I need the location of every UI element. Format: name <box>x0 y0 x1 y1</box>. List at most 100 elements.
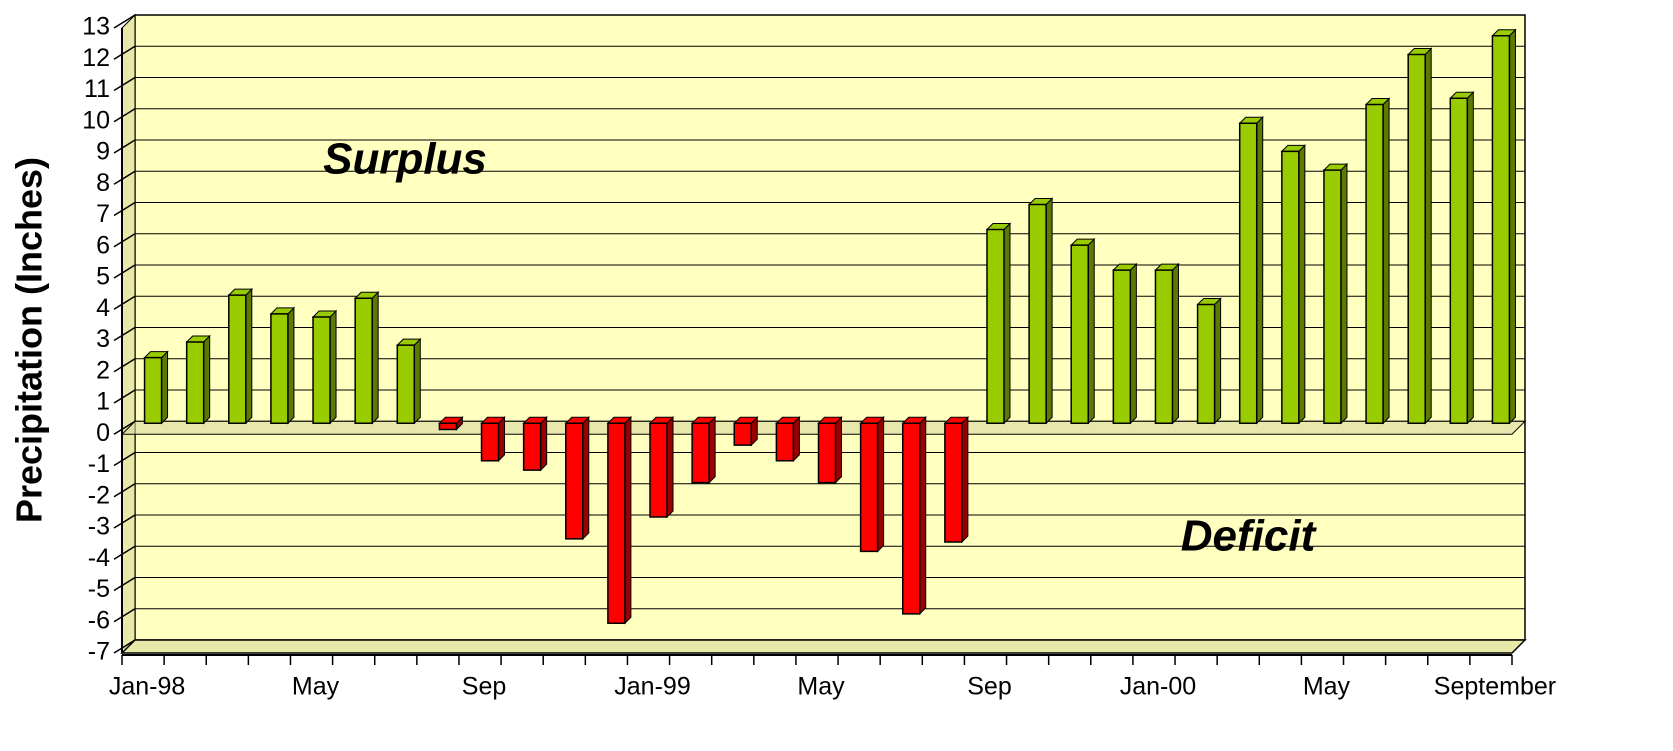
y-tick-label: -1 <box>88 450 110 478</box>
x-tick-label: Sep <box>967 673 1011 701</box>
y-tick-label: 4 <box>96 294 110 322</box>
bar-side <box>877 416 885 553</box>
bar <box>1154 269 1174 424</box>
y-tick-label: 9 <box>96 138 110 166</box>
bar-side <box>1129 262 1137 425</box>
bar-side <box>1256 116 1264 425</box>
bar-side <box>1340 162 1348 425</box>
bar-side <box>708 416 716 484</box>
bar <box>859 422 879 553</box>
annotation: Deficit <box>1181 512 1318 561</box>
bar-side <box>371 291 379 425</box>
x-tick-label: May <box>292 673 340 701</box>
bar-side <box>1382 97 1390 425</box>
tick-mark <box>113 264 136 279</box>
bar <box>901 422 921 615</box>
bar <box>1407 53 1426 424</box>
bar-side <box>498 416 506 462</box>
bar <box>565 422 584 540</box>
y-tick-label: 10 <box>82 106 110 134</box>
bar <box>438 422 458 431</box>
bar <box>522 422 542 471</box>
bar <box>1196 303 1216 424</box>
bar <box>270 313 289 424</box>
bar-side <box>666 416 674 519</box>
bar-side <box>1045 197 1053 425</box>
tick-mark <box>113 608 136 623</box>
y-tick-label: 1 <box>96 388 110 416</box>
bar <box>1112 269 1132 424</box>
y-tick-label: 13 <box>82 13 110 41</box>
tick-mark <box>113 576 136 592</box>
bar <box>944 422 963 543</box>
tick-mark <box>113 451 136 467</box>
bar <box>649 422 668 518</box>
bar <box>1281 150 1300 424</box>
tick-mark <box>113 483 136 498</box>
tick-mark <box>113 45 136 60</box>
bar <box>228 294 247 424</box>
bar <box>1070 244 1089 424</box>
y-tick-label: -3 <box>88 513 110 541</box>
y-tick-label: 11 <box>84 75 110 103</box>
x-tick-label: May <box>797 673 845 701</box>
y-tick-label: 0 <box>96 419 110 447</box>
bar <box>1323 169 1342 424</box>
bar <box>607 422 626 624</box>
bar-side <box>961 416 969 544</box>
bar <box>1028 203 1047 424</box>
floor <box>120 639 1527 654</box>
tick-mark <box>113 389 136 404</box>
bar-side <box>624 416 632 625</box>
y-tick-label: 12 <box>82 44 110 72</box>
bar-side <box>161 350 169 425</box>
bar <box>817 422 837 484</box>
y-tick-label: -2 <box>88 481 110 509</box>
x-tick-label: Sep <box>462 673 506 701</box>
tick-mark <box>113 295 136 310</box>
x-tick-label: Jan-98 <box>109 673 185 701</box>
x-tick-label: September <box>1434 673 1556 701</box>
annotation: Surplus <box>323 135 487 184</box>
bar <box>986 228 1005 424</box>
tick-mark <box>113 514 136 529</box>
bar <box>1449 97 1469 424</box>
y-tick-label: 7 <box>96 200 110 228</box>
tick-mark <box>113 108 136 123</box>
bar-side <box>413 337 421 425</box>
bar <box>1238 122 1258 424</box>
bar-side <box>1508 28 1516 425</box>
y-tick-label: -5 <box>88 575 110 603</box>
bar <box>185 341 205 424</box>
bar <box>480 422 500 462</box>
bar <box>691 422 710 484</box>
bar-side <box>835 416 842 484</box>
bar-side <box>540 416 548 472</box>
tick-mark <box>113 639 136 654</box>
bar <box>1491 35 1511 424</box>
tick-mark <box>113 420 136 435</box>
bar-side <box>329 309 337 425</box>
x-tick-label: Jan-00 <box>1120 673 1196 701</box>
bar-side <box>1424 47 1432 425</box>
tick-mark <box>113 545 136 560</box>
bar-side <box>1298 144 1306 425</box>
bar <box>396 344 416 424</box>
y-axis-label: Precipitation (Inches) <box>9 157 50 523</box>
bar <box>775 422 795 462</box>
y-tick-label: 8 <box>96 169 110 197</box>
bar <box>733 422 753 446</box>
x-tick-label: May <box>1303 673 1351 701</box>
bar-side <box>203 334 211 425</box>
y-tick-label: -4 <box>88 544 110 572</box>
bar <box>354 297 373 424</box>
tick-mark <box>113 358 136 373</box>
tick-mark <box>113 170 136 185</box>
tick-mark <box>113 326 136 342</box>
y-tick-label: 3 <box>96 325 110 353</box>
y-tick-label: 2 <box>96 356 110 384</box>
y-tick-label: -6 <box>88 606 110 634</box>
bar-side <box>582 416 590 541</box>
bar <box>143 356 163 424</box>
bar-side <box>1171 262 1179 425</box>
